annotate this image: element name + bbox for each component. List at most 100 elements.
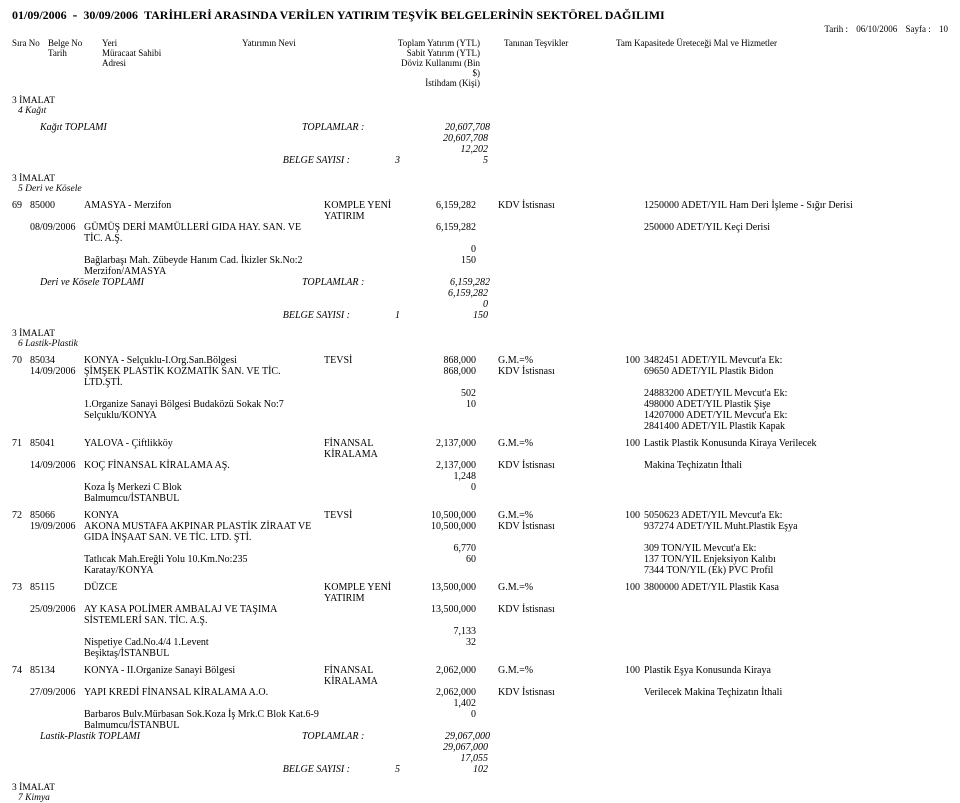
v4: 0 <box>402 482 480 493</box>
section-3-6: 6 Lastik-Plastik <box>12 339 948 349</box>
deri-v4: 150 <box>400 310 488 321</box>
mal6: 2841400 ADET/YIL Plastik Kapak <box>644 421 948 432</box>
deri-totals: Deri ve Kösele TOPLAMI TOPLAMLAR : 6,159… <box>12 277 948 288</box>
print-date-label: Tarih : <box>824 24 848 34</box>
lastik-v1: 29,067,000 <box>402 731 490 742</box>
v4: 150 <box>402 255 480 266</box>
tarih: 19/09/2006 <box>30 521 84 543</box>
firma: GÜMÜŞ DERİ MAMÜLLERİ GIDA HAY. SAN. VE T… <box>84 222 324 244</box>
tarih: 14/09/2006 <box>30 460 84 471</box>
v3: 7,133 <box>402 626 480 637</box>
toplamlar-label: TOPLAMLAR : <box>302 122 402 133</box>
addr2: Beşiktaş/İSTANBUL <box>84 648 324 659</box>
col-belgeno: Belge No <box>48 38 102 48</box>
print-date: 06/10/2006 <box>856 24 897 34</box>
col-tesvik: Tanınan Teşvikler <box>486 38 606 88</box>
mal3: 24883200 ADET/YIL Mevcut'a Ek: <box>644 388 948 399</box>
belge-label: BELGE SAYISI : <box>230 310 350 321</box>
col-toplam: Toplam Yatırım (YTL) <box>396 38 480 48</box>
mal2: Verilecek Makina Teçhizatın İthali <box>644 687 948 698</box>
firma: AKONA MUSTAFA AKPINAR PLASTİK ZİRAAT VE … <box>84 521 324 543</box>
date-from: 01/09/2006 <box>12 8 67 23</box>
page-label: Sayfa : <box>906 24 931 34</box>
sira: 74 <box>12 665 30 687</box>
lastik-name: Lastik-Plastik TOPLAMI <box>12 731 302 742</box>
mal2: 250000 ADET/YIL Keçi Derisi <box>644 222 948 244</box>
tesvik: KDV İstisnası <box>480 200 580 222</box>
toplamlar-label: TOPLAMLAR : <box>302 277 402 288</box>
nevi: TEVSİ <box>324 510 402 521</box>
header: 01/09/2006 - 30/09/2006 TARİHLERİ ARASIN… <box>12 8 948 24</box>
mal4: 137 TON/YIL Enjeksiyon Kalıbı <box>644 554 948 565</box>
belge-label: BELGE SAYISI : <box>230 155 350 166</box>
addr2: Karatay/KONYA <box>84 565 324 576</box>
belge: 85066 <box>30 510 84 521</box>
mal1: Plastik Eşya Konusunda Kiraya <box>644 665 948 687</box>
toplamlar-label: TOPLAMLAR : <box>302 731 402 742</box>
col-sirano: Sıra No <box>12 38 48 88</box>
v4: 10 <box>402 399 480 410</box>
v1: 868,000 <box>402 355 480 366</box>
mal4: 498000 ADET/YIL Plastik Şişe <box>644 399 948 410</box>
mal1: 3800000 ADET/YIL Plastik Kasa <box>644 582 948 604</box>
addr2: Balmumcu/İSTANBUL <box>84 493 324 504</box>
kagit-v1: 20,607,708 <box>402 122 490 133</box>
v1: 2,137,000 <box>402 438 480 460</box>
kagit-v2: 20,607,708 <box>400 133 488 144</box>
v2: 6,159,282 <box>402 222 480 244</box>
page-title: TARİHLERİ ARASINDA VERİLEN YATIRIM TEŞVİ… <box>144 8 665 23</box>
entry-69: 69 85000 AMASYA - Merzifon KOMPLE YENİ Y… <box>12 200 948 277</box>
mal2: 937274 ADET/YIL Muht.Plastik Eşya <box>644 521 948 543</box>
column-headers: Sıra No Belge No Tarih Yeri Müracaat Sah… <box>12 38 948 88</box>
lastik-v4: 102 <box>400 764 488 775</box>
tesvik2: KDV İstisnası <box>480 604 580 626</box>
kap: 100 <box>580 355 644 366</box>
belge: 85034 <box>30 355 84 366</box>
nevi: TEVSİ <box>324 355 402 366</box>
mal5: 7344 TON/YIL (Ek) PVC Profil <box>644 565 948 576</box>
belge: 85134 <box>30 665 84 687</box>
addr2: Selçuklu/KONYA <box>84 410 324 421</box>
tesvik2: KDV İstisnası <box>480 460 580 471</box>
addr2: Merzifon/AMASYA <box>84 266 324 277</box>
belge-label: BELGE SAYISI : <box>230 764 350 775</box>
v1: 2,062,000 <box>402 665 480 687</box>
col-istihdam: İstihdam (Kişi) <box>396 78 480 88</box>
yeri: KONYA - II.Organize Sanayi Bölgesi <box>84 665 324 687</box>
v2: 2,137,000 <box>402 460 480 471</box>
section-3-4: 4 Kağıt <box>12 106 948 116</box>
tarih: 08/09/2006 <box>30 222 84 244</box>
yeri: KONYA - Selçuklu-I.Org.San.Bölgesi <box>84 355 324 366</box>
belge-n: 3 <box>350 155 400 166</box>
section-imalat: 3 İMALAT 4 Kağıt <box>12 96 948 116</box>
yeri: YALOVA - Çiftlikköy <box>84 438 324 460</box>
v2: 868,000 <box>402 366 480 388</box>
lastik-v2: 29,067,000 <box>400 742 488 753</box>
col-sabit: Sabit Yatırım (YTL) <box>396 48 480 58</box>
v1: 10,500,000 <box>402 510 480 521</box>
section-3-5: 5 Deri ve Kösele <box>12 184 948 194</box>
v4: 60 <box>402 554 480 565</box>
v2: 2,062,000 <box>402 687 480 698</box>
mal1: 5050623 ADET/YIL Mevcut'a Ek: <box>644 510 948 521</box>
addr2: Balmumcu/İSTANBUL <box>84 720 324 731</box>
kagit-v4: 5 <box>400 155 488 166</box>
kap: 100 <box>580 438 644 460</box>
tarih: 25/09/2006 <box>30 604 84 626</box>
mal2: 69650 ADET/YIL Plastik Bidon <box>644 366 948 388</box>
mal5: 14207000 ADET/YIL Mevcut'a Ek: <box>644 410 948 421</box>
nevi: FİNANSAL KİRALAMA <box>324 665 402 687</box>
section-3-7: 7 Kimya <box>12 793 948 803</box>
section-3: 3 İMALAT <box>12 96 948 106</box>
addr1: Nispetiye Cad.No.4/4 1.Levent <box>84 637 324 648</box>
belge: 85041 <box>30 438 84 460</box>
col-mal: Tam Kapasitede Üreteceği Mal ve Hizmetle… <box>606 38 948 88</box>
sira: 70 <box>12 355 30 366</box>
firma: ŞİMŞEK PLASTİK KOZMATİK SAN. VE TİC. LTD… <box>84 366 324 388</box>
kap: 100 <box>580 582 644 604</box>
v3: 6,770 <box>402 543 480 554</box>
tesvik2: KDV İstisnası <box>480 366 580 388</box>
tarih: 27/09/2006 <box>30 687 84 698</box>
col-nevi: Yatırımın Nevi <box>242 38 396 88</box>
tesvik2: KDV İstisnası <box>480 687 580 698</box>
